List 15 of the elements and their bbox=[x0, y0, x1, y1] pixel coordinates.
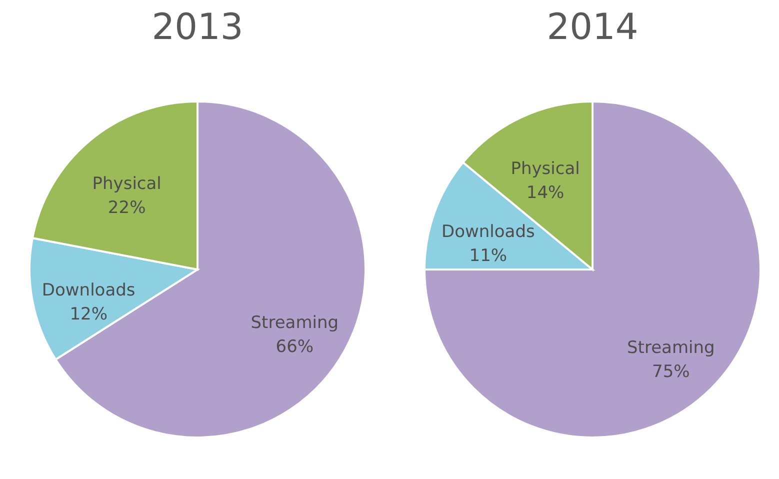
slice-label: Streaming bbox=[250, 312, 339, 333]
data-label: 75% bbox=[652, 362, 690, 382]
data-label: 14% bbox=[526, 183, 564, 204]
chart-title: 2013 bbox=[152, 7, 244, 48]
data-label: 22% bbox=[108, 198, 146, 218]
slice-label: Streaming bbox=[627, 338, 715, 358]
slice-label: Downloads bbox=[42, 280, 136, 300]
data-label: 12% bbox=[70, 304, 108, 324]
slice-label: Downloads bbox=[441, 222, 535, 242]
data-label: 11% bbox=[469, 246, 508, 266]
slice-label: Physical bbox=[92, 174, 162, 194]
data-label: 66% bbox=[276, 336, 314, 357]
pie-slice bbox=[424, 100, 762, 438]
chart-title: 2014 bbox=[546, 7, 638, 48]
slice-label: Physical bbox=[510, 159, 580, 180]
